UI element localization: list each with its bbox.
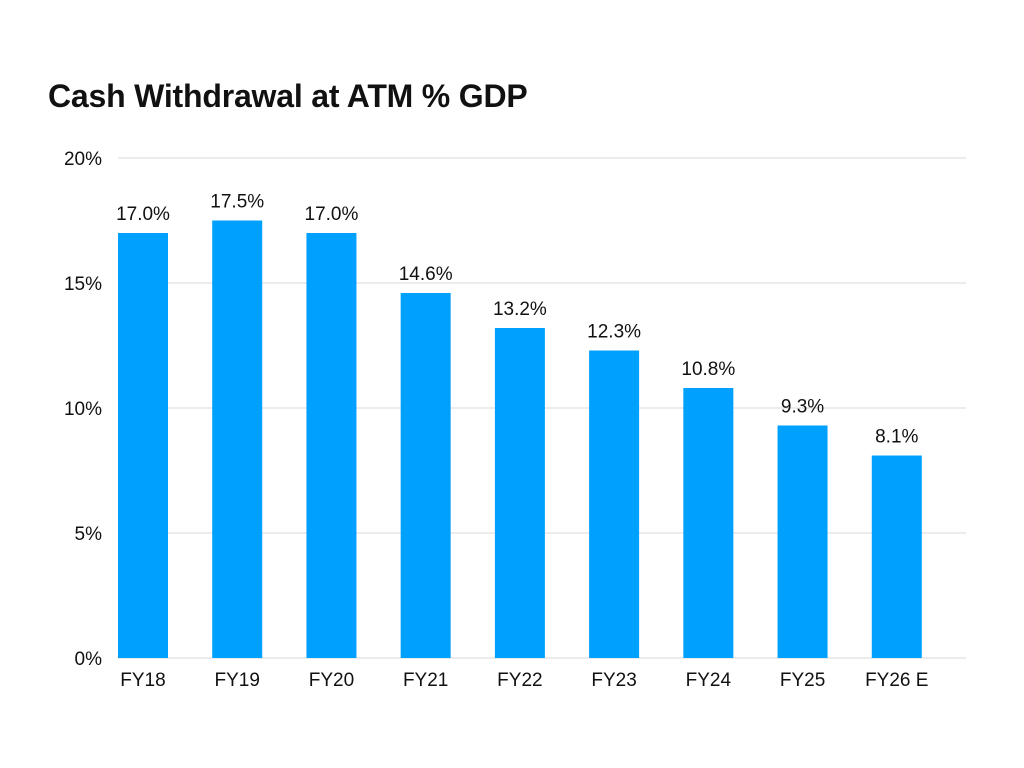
x-tick-label: FY22 [497, 670, 542, 691]
bar-fy25 [777, 425, 828, 658]
y-tick-label: 10% [64, 399, 102, 420]
x-axis-tick-labels: FY18 FY19 FY20 FY21 FY22 FY23 FY24 FY25 FY26 E [120, 670, 928, 691]
x-tick-label: FY26 E [865, 670, 928, 691]
data-label: 17.0% [305, 204, 359, 225]
data-labels: 17.0% 17.5% 17.0% 14.6% 13.2% 12.3% 10.8% 9.3% 8… [116, 192, 918, 448]
y-tick-label: 5% [75, 524, 103, 545]
data-label: 13.2% [493, 299, 547, 320]
chart-title: Cash Withdrawal at ATM % GDP [48, 78, 528, 114]
y-tick-label: 15% [64, 274, 102, 295]
y-axis-tick-labels: 0% 5% 10% 15% 20% [64, 149, 102, 670]
bar-fy18 [118, 233, 168, 658]
bar-fy23 [589, 350, 640, 658]
x-tick-label: FY23 [591, 670, 636, 691]
y-tick-label: 20% [64, 149, 102, 170]
data-label: 14.6% [399, 264, 453, 285]
x-tick-label: FY21 [403, 670, 448, 691]
data-label: 12.3% [587, 322, 641, 343]
data-label: 10.8% [681, 359, 735, 380]
data-label: 9.3% [781, 397, 824, 418]
x-tick-label: FY18 [120, 670, 165, 691]
data-label: 8.1% [875, 427, 918, 448]
bar-fy26-e [871, 455, 922, 658]
bar-fy20 [306, 233, 357, 658]
x-tick-label: FY25 [780, 670, 825, 691]
x-tick-label: FY19 [215, 670, 260, 691]
bar-fy21 [400, 293, 451, 658]
bar-fy24 [683, 388, 734, 658]
data-label: 17.5% [210, 192, 264, 213]
bar-fy22 [494, 328, 545, 658]
data-label: 17.0% [116, 204, 170, 225]
y-tick-label: 0% [75, 649, 103, 670]
x-tick-label: FY20 [309, 670, 354, 691]
x-tick-label: FY24 [686, 670, 732, 691]
bars [118, 220, 922, 658]
bar-fy19 [212, 220, 263, 658]
